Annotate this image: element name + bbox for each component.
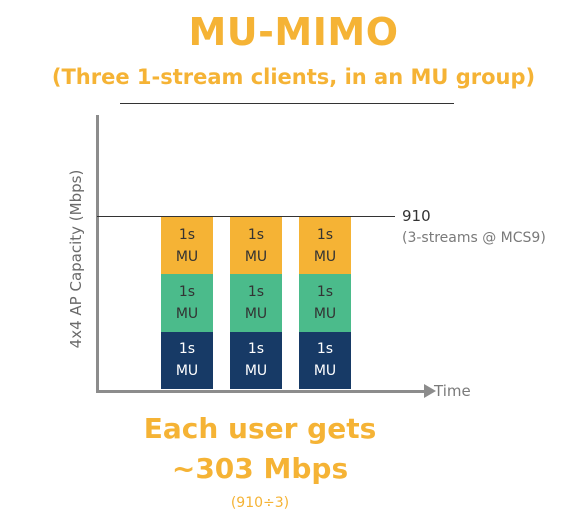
stream-column-2: 1s MU 1s MU 1s MU bbox=[230, 217, 282, 389]
page-subtitle: (Three 1-stream clients, in an MU group) bbox=[51, 65, 536, 89]
stream-column-3: 1s MU 1s MU 1s MU bbox=[299, 217, 351, 389]
capacity-line bbox=[97, 216, 395, 217]
block-stream-label: 1s bbox=[316, 226, 334, 243]
block-mode-label: MU bbox=[244, 248, 268, 265]
block-stream-label: 1s bbox=[316, 283, 334, 300]
x-axis-line bbox=[96, 390, 426, 393]
y-axis-label-text: 4x4 AP Capacity (Mbps) bbox=[67, 169, 85, 349]
mu-block-top: 1s MU bbox=[230, 217, 282, 275]
mu-block-bottom: 1s MU bbox=[161, 331, 213, 389]
page-title: MU-MIMO bbox=[188, 10, 399, 54]
block-mode-label: MU bbox=[244, 363, 268, 380]
block-stream-label: 1s bbox=[247, 283, 265, 300]
summary-throughput: ~303 Mbps bbox=[171, 452, 349, 485]
mu-block-middle: 1s MU bbox=[230, 274, 282, 332]
block-stream-label: 1s bbox=[247, 341, 265, 358]
summary-heading: Each user gets bbox=[143, 412, 377, 445]
summary-formula: (910÷3) bbox=[230, 495, 290, 511]
block-stream-label: 1s bbox=[316, 341, 334, 358]
block-mode-label: MU bbox=[313, 363, 337, 380]
title-divider bbox=[120, 103, 454, 104]
mu-block-top: 1s MU bbox=[299, 217, 351, 275]
mu-block-bottom: 1s MU bbox=[230, 331, 282, 389]
mu-block-top: 1s MU bbox=[161, 217, 213, 275]
block-stream-label: 1s bbox=[178, 341, 196, 358]
block-mode-label: MU bbox=[313, 305, 337, 322]
x-axis-label: Time bbox=[434, 382, 471, 400]
block-mode-label: MU bbox=[175, 248, 199, 265]
block-mode-label: MU bbox=[244, 305, 268, 322]
block-mode-label: MU bbox=[313, 248, 337, 265]
block-mode-label: MU bbox=[175, 305, 199, 322]
block-stream-label: 1s bbox=[178, 283, 196, 300]
mu-block-middle: 1s MU bbox=[299, 274, 351, 332]
capacity-note: (3-streams @ MCS9) bbox=[402, 230, 546, 246]
block-stream-label: 1s bbox=[178, 226, 196, 243]
block-mode-label: MU bbox=[175, 363, 199, 380]
x-axis-arrow-icon bbox=[424, 384, 436, 398]
mu-block-middle: 1s MU bbox=[161, 274, 213, 332]
stream-column-1: 1s MU 1s MU 1s MU bbox=[161, 217, 213, 389]
mu-block-bottom: 1s MU bbox=[299, 331, 351, 389]
y-axis-line bbox=[96, 115, 99, 393]
block-stream-label: 1s bbox=[247, 226, 265, 243]
capacity-value: 910 bbox=[402, 207, 431, 225]
